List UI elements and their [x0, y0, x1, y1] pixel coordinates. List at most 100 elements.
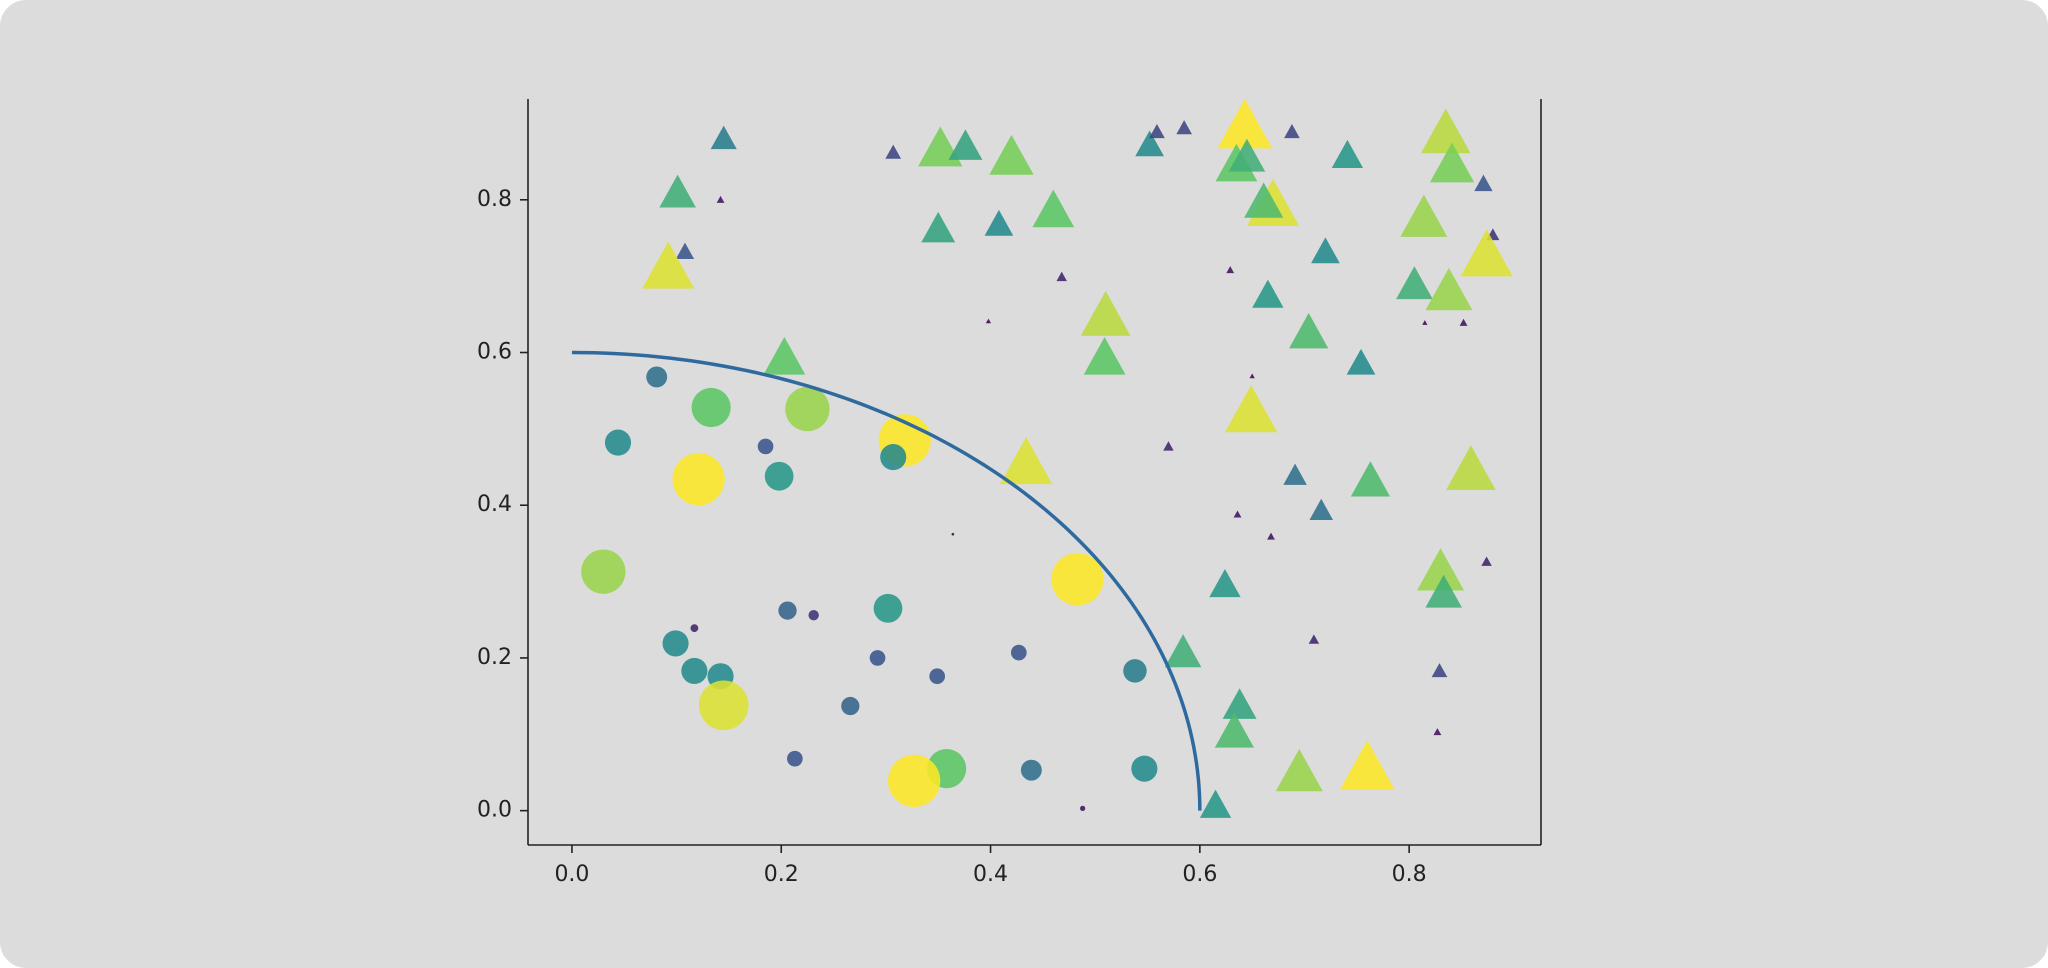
circle-point: [698, 680, 749, 731]
triangle-point: [1331, 139, 1364, 169]
triangle-point: [1000, 437, 1053, 485]
triangle-point: [1446, 445, 1496, 490]
triangle-point: [1163, 441, 1174, 451]
circle-point: [581, 549, 626, 594]
y-tick-label: 0.0: [477, 798, 512, 823]
triangle-point: [1225, 385, 1278, 433]
circle-point: [1123, 659, 1147, 683]
circle-point: [929, 668, 946, 685]
triangle-point: [1164, 634, 1202, 668]
triangle-point: [1209, 568, 1241, 598]
triangle-point: [1149, 123, 1165, 139]
triangle-point: [1226, 266, 1235, 274]
triangle-point: [989, 134, 1034, 175]
triangle-point: [1244, 182, 1284, 218]
circle-point: [691, 387, 731, 428]
triangle-point: [1346, 348, 1376, 375]
triangle-point: [642, 241, 695, 289]
triangle-point: [1222, 688, 1257, 719]
triangle-point: [1309, 498, 1333, 520]
x-tick-label: 0.0: [554, 862, 589, 887]
triangle-point: [763, 336, 806, 375]
circle-point: [1051, 553, 1104, 606]
circle-point: [787, 750, 803, 767]
triangle-point: [985, 318, 992, 324]
triangle-point: [716, 195, 725, 203]
triangle-point: [1311, 237, 1340, 264]
x-tick-label: 0.8: [1392, 862, 1427, 887]
triangle-point: [1481, 556, 1492, 566]
triangle-point: [710, 125, 737, 150]
circle-point: [1020, 759, 1042, 781]
triangle-point: [1056, 271, 1067, 282]
triangle-point: [1396, 266, 1433, 300]
triangle-point: [1032, 189, 1075, 228]
y-tick-label: 0.4: [477, 492, 512, 517]
y-tick-label: 0.2: [477, 645, 512, 670]
triangle-point: [1252, 279, 1284, 308]
triangle-point: [1135, 130, 1164, 157]
triangle-point: [1460, 229, 1513, 277]
triangle-point: [1350, 461, 1391, 497]
triangle-point: [984, 209, 1014, 236]
circle-point: [869, 650, 886, 666]
circle-point: [785, 386, 830, 432]
triangle-point: [918, 126, 963, 167]
triangle-point: [948, 129, 983, 160]
circle-point: [604, 429, 632, 456]
triangle-point: [1425, 267, 1473, 311]
triangle-point: [1233, 510, 1242, 518]
triangle-point: [1422, 320, 1428, 325]
triangle-point: [1431, 663, 1448, 678]
triangle-point: [659, 174, 696, 208]
triangle-point: [675, 242, 695, 260]
circle-point: [690, 624, 699, 633]
circle-point: [681, 657, 708, 684]
circle-point: [672, 453, 725, 506]
triangle-point: [1400, 194, 1448, 237]
circle-point: [646, 366, 668, 388]
x-tick-label: 0.4: [973, 862, 1008, 887]
circle-point: [841, 696, 860, 716]
arc-line: [571, 350, 1202, 811]
triangle-point: [1249, 373, 1255, 379]
triangle-point: [1474, 174, 1493, 192]
circle-point: [1131, 755, 1158, 782]
circle-point: [880, 444, 907, 471]
circle-point: [662, 630, 689, 657]
circle-point: [1080, 805, 1086, 811]
circle-point: [951, 532, 955, 536]
triangle-point: [1429, 142, 1475, 183]
triangle-point: [1267, 532, 1275, 540]
triangle-point: [1339, 740, 1395, 790]
triangle-point: [1214, 712, 1254, 748]
circle-point: [1010, 644, 1027, 661]
triangle-point: [1083, 336, 1126, 375]
circle-point: [764, 461, 794, 491]
triangle-point: [1459, 318, 1468, 326]
triangle-point: [1433, 728, 1442, 736]
triangle-point: [1228, 138, 1266, 172]
y-tick-label: 0.6: [477, 340, 512, 365]
triangle-point: [1283, 463, 1307, 485]
triangle-point: [1284, 123, 1300, 139]
triangle-point: [1217, 99, 1273, 149]
triangle-point: [1176, 120, 1192, 135]
x-tick-label: 0.2: [764, 862, 799, 887]
triangle-point: [1308, 634, 1320, 644]
triangle-point: [1420, 108, 1471, 154]
circle-point: [808, 609, 819, 621]
y-tick-label: 0.8: [477, 187, 512, 212]
triangle-point: [1425, 574, 1462, 608]
triangle-point: [1417, 548, 1465, 591]
triangle-point: [885, 144, 902, 159]
triangle-point: [1199, 789, 1232, 818]
triangle-point: [1080, 291, 1131, 336]
triangle-point: [921, 211, 956, 243]
x-tick-label: 0.6: [1182, 862, 1217, 887]
circle-point: [873, 593, 903, 623]
triangle-point: [1275, 748, 1323, 792]
triangle-point: [1289, 313, 1329, 349]
circle-point: [778, 601, 797, 620]
